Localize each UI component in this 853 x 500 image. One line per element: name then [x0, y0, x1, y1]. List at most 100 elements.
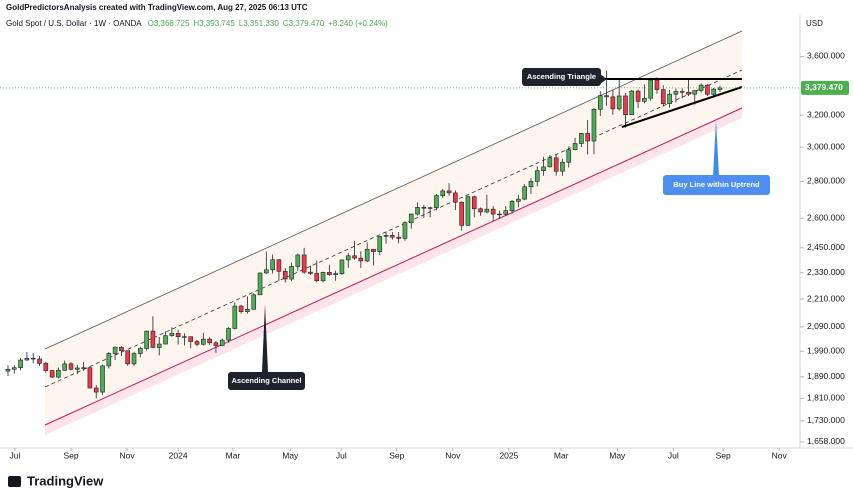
candle-body [692, 90, 698, 95]
candle-body [327, 272, 332, 276]
candle-body [377, 236, 383, 252]
ohlc-label: C3,379.470 [283, 19, 325, 28]
y-tick-label: 1,990.000 [807, 345, 845, 355]
candle-body [75, 367, 80, 370]
candle-body [383, 235, 389, 237]
candle-body [37, 358, 42, 364]
candle-body [238, 305, 244, 312]
candle-body [541, 166, 546, 171]
annotation: Buy Line within Uptrend [673, 180, 760, 189]
channel-lower [44, 107, 743, 426]
y-tick-label: 2,210.000 [807, 293, 845, 303]
y-tick-label: 2,450.000 [807, 242, 845, 252]
candle-body [93, 387, 99, 393]
candle-body [711, 88, 716, 95]
y-tick-label: 1,730.000 [807, 415, 845, 425]
candle-body [144, 330, 149, 349]
candle-body [597, 95, 603, 110]
x-tick-label: Jul [668, 450, 679, 460]
candle-body [465, 196, 471, 226]
candle-body [175, 332, 181, 337]
channel-band [45, 108, 742, 435]
y-tick-label: 2,600.000 [807, 213, 845, 223]
candle-body [635, 90, 641, 102]
candle-body [232, 305, 238, 329]
x-tick-label: Mar [554, 450, 569, 460]
candle-body [257, 272, 263, 296]
candle-body [295, 254, 301, 267]
candle-body [591, 109, 597, 142]
candle-body [415, 206, 420, 215]
candle-body [604, 95, 609, 98]
callout-box [663, 175, 770, 195]
callout: Buy Line within Uptrend [663, 120, 770, 195]
candle-body [446, 190, 452, 194]
candle-body [339, 259, 345, 274]
candle-body [667, 93, 672, 104]
x-tick-label: Jul [9, 450, 20, 460]
ohlc-label: H3,393.745 [193, 19, 235, 28]
candle-body [717, 87, 723, 90]
y-tick-label: 3,200.000 [807, 109, 845, 119]
candle-body [270, 259, 275, 271]
callout-box [522, 68, 601, 86]
candle-body [12, 367, 17, 370]
candle-body [219, 339, 225, 346]
candle-body [390, 235, 395, 238]
x-tick-label: Sep [389, 450, 404, 460]
candle-body [453, 192, 458, 203]
chart-title: Gold Spot / U.S. Dollar · 1W · OANDA [6, 19, 142, 28]
candle-body [522, 186, 527, 200]
candle-body [434, 195, 439, 208]
candle-body [125, 350, 131, 365]
candle-body [188, 336, 194, 342]
candle-body [364, 248, 370, 262]
candle-body [289, 266, 294, 280]
candle-body [629, 90, 635, 116]
candle-body [138, 348, 143, 354]
x-tick-label: Sep [63, 450, 78, 460]
x-tick-label: 2025 [499, 450, 518, 460]
candle-body [320, 272, 326, 282]
y-tick-label: 1,890.000 [807, 371, 845, 381]
triangle [603, 78, 743, 128]
y-tick-label: 3,600.000 [807, 51, 845, 61]
callout-arrow [600, 74, 607, 84]
candle-body [30, 357, 36, 360]
x-tick-label: 2024 [169, 450, 188, 460]
candle-body [314, 273, 320, 282]
change-label: +8.240 (+0.24%) [328, 19, 388, 28]
candle-body [547, 157, 553, 168]
candle-body [528, 181, 534, 188]
candle-body [213, 342, 219, 346]
candle-body [226, 328, 231, 341]
candle-body [352, 255, 357, 259]
callout-box [228, 372, 305, 390]
x-tick-label: Nov [772, 450, 788, 460]
candle-body [560, 161, 565, 172]
candles [5, 70, 723, 399]
y-tick-label: 3,000.000 [807, 141, 845, 151]
callout-arrow [713, 120, 719, 176]
candle-body [427, 207, 433, 209]
candle-body [245, 309, 250, 312]
y-tick-label: 2,800.000 [807, 176, 845, 186]
last-price-label: 3,379.470 [805, 82, 843, 92]
ohlc-label: L3,351.330 [239, 19, 280, 28]
candle-body [207, 338, 212, 344]
candle-body [87, 367, 93, 389]
candle-body [100, 365, 105, 393]
candle-body [610, 96, 616, 110]
candle-body [396, 236, 401, 239]
candle-body [150, 330, 156, 348]
candle-body [282, 270, 288, 280]
candle-body [112, 346, 118, 354]
candle-body [371, 248, 376, 252]
channel-fill [45, 31, 742, 425]
candle-body [440, 190, 446, 196]
candle-body [579, 133, 584, 144]
candle-body [358, 257, 364, 262]
x-tick-label: May [282, 450, 299, 460]
candle-body [497, 213, 502, 216]
